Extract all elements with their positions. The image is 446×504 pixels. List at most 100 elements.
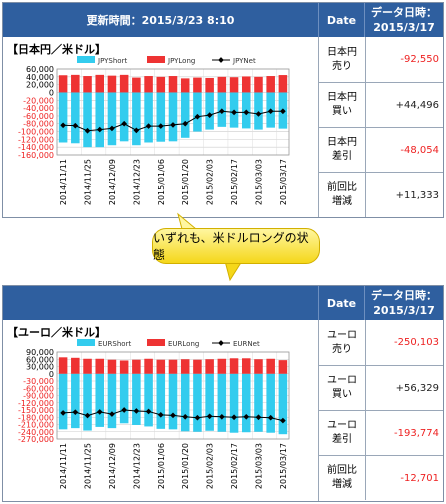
short-bar	[168, 92, 178, 142]
y-tick-label: -120,000	[18, 399, 54, 408]
net-point	[84, 412, 91, 419]
chart-title: 【日本円／米ドル】	[7, 43, 106, 56]
y-tick-label: -240,000	[18, 428, 54, 437]
y-tick-label: -30,000	[23, 377, 54, 386]
x-tick-label: 2014/12/23	[132, 443, 141, 489]
x-tick-label: 2015/03/03	[254, 443, 263, 489]
net-point	[231, 414, 237, 421]
legend-label: JPYNet	[232, 57, 256, 65]
y-tick-label: 40,000	[26, 73, 54, 82]
y-tick-label: -150,000	[18, 406, 54, 415]
legend-marker	[218, 340, 224, 346]
jpy-row-net: 日本円 差引 -48,054	[319, 127, 443, 172]
jpy-data-rows: 日本円 売り -92,550 日本円 買い +44,496 日本円 差引 -48,05…	[319, 37, 443, 217]
short-bar	[95, 92, 105, 148]
x-tick-label: 2015/02/03	[206, 443, 215, 489]
short-bar	[144, 373, 153, 427]
row-label: 日本円 差引	[319, 128, 366, 172]
short-bar	[58, 373, 68, 430]
short-bar	[180, 92, 190, 138]
y-tick-label: -180,000	[18, 413, 54, 422]
row-value: -92,550	[400, 54, 439, 65]
y-tick-label: 60,000	[26, 355, 54, 364]
legend-swatch	[147, 339, 165, 346]
long-bar	[180, 78, 190, 93]
row-label: 前回比 増減	[319, 456, 366, 500]
x-tick-label: 2015/01/20	[181, 443, 190, 489]
long-bar	[144, 76, 153, 93]
eur-panel: Date データ日時： 2015/3/17 【ユーロ／米ドル】 EURShort…	[2, 285, 444, 502]
net-point	[96, 126, 103, 133]
long-bar	[58, 75, 68, 93]
x-tick-label: 2015/03/03	[254, 159, 263, 205]
x-tick-label: 2014/12/09	[108, 443, 117, 489]
short-bar	[266, 373, 275, 433]
short-bar	[83, 92, 92, 148]
long-bar	[95, 74, 105, 93]
row-value: +44,496	[395, 99, 439, 111]
net-point	[145, 408, 152, 415]
short-bar	[278, 373, 288, 435]
legend-swatch	[147, 56, 165, 63]
eur-data-rows: ユーロ 売り -250,103 ユーロ 買い +56,329 ユーロ 差引 -193,…	[319, 320, 443, 500]
y-tick-label: -20,000	[23, 96, 54, 105]
x-tick-label: 2015/01/06	[157, 159, 166, 205]
row-value: -250,103	[394, 337, 439, 348]
legend-label: EURShort	[98, 340, 131, 348]
legend-marker	[218, 57, 224, 63]
y-tick-label: -60,000	[23, 112, 54, 121]
y-tick-label: -90,000	[23, 392, 54, 401]
legend-label: JPYShort	[97, 57, 127, 65]
long-bar	[156, 76, 166, 93]
row-label: 日本円 買い	[319, 83, 366, 127]
long-bar	[278, 75, 288, 93]
x-tick-label: 2015/03/17	[279, 443, 288, 489]
x-tick-label: 2015/01/20	[181, 159, 190, 205]
long-bar	[168, 359, 178, 374]
row-value: +56,329	[395, 382, 439, 394]
long-bar	[205, 77, 214, 93]
eur-chart: EURShort EURLong EURNet 90,00060,00030,0000…	[18, 339, 290, 489]
row-label: ユーロ 差引	[319, 411, 366, 455]
long-bar	[71, 74, 80, 93]
callout-bubble: いずれも、米ドルロングの状態	[152, 228, 320, 264]
long-bar	[241, 76, 251, 93]
long-bar	[254, 76, 263, 93]
short-bar	[119, 92, 129, 142]
data-date-header: データ日時： 2015/3/17	[365, 286, 443, 320]
net-point	[170, 122, 176, 128]
chart-title: 【ユーロ／米ドル】	[7, 326, 106, 339]
legend-swatch	[77, 339, 95, 346]
short-bar	[156, 92, 166, 142]
x-tick-label: 2015/01/06	[157, 443, 166, 489]
update-time-header	[3, 286, 319, 320]
net-point	[219, 108, 225, 115]
row-value: -193,774	[394, 427, 439, 439]
long-bar	[229, 77, 239, 93]
y-tick-label: -140,000	[18, 143, 54, 152]
long-bar	[132, 77, 141, 93]
jpy-panel: 更新時間：2015/3/23 8:10 Date データ日時： 2015/3/1…	[2, 2, 444, 218]
net-point	[72, 409, 79, 416]
plot-frame	[56, 351, 290, 440]
jpy-row-buy: 日本円 買い +44,496	[319, 82, 443, 127]
data-date-label: データ日時：	[371, 6, 437, 19]
y-tick-label: -120,000	[18, 135, 54, 144]
long-bar	[229, 358, 239, 374]
net-point	[109, 125, 115, 132]
eur-row-buy: ユーロ 買い +56,329	[319, 365, 443, 410]
y-tick-label: -270,000	[18, 435, 54, 444]
short-bar	[71, 92, 80, 144]
y-tick-label: -210,000	[18, 421, 54, 430]
short-bar	[83, 373, 92, 431]
short-bar	[193, 373, 202, 432]
x-tick-label: 2014/11/11	[59, 443, 68, 489]
y-tick-label: -80,000	[23, 120, 54, 129]
y-tick-label: 20,000	[26, 81, 54, 90]
short-bar	[193, 92, 202, 132]
x-tick-label: 2014/12/09	[108, 159, 117, 205]
y-tick-label: -160,000	[18, 151, 54, 160]
row-value: -12,701	[400, 472, 439, 484]
long-bar	[266, 76, 275, 93]
x-tick-label: 2015/03/17	[279, 159, 288, 205]
